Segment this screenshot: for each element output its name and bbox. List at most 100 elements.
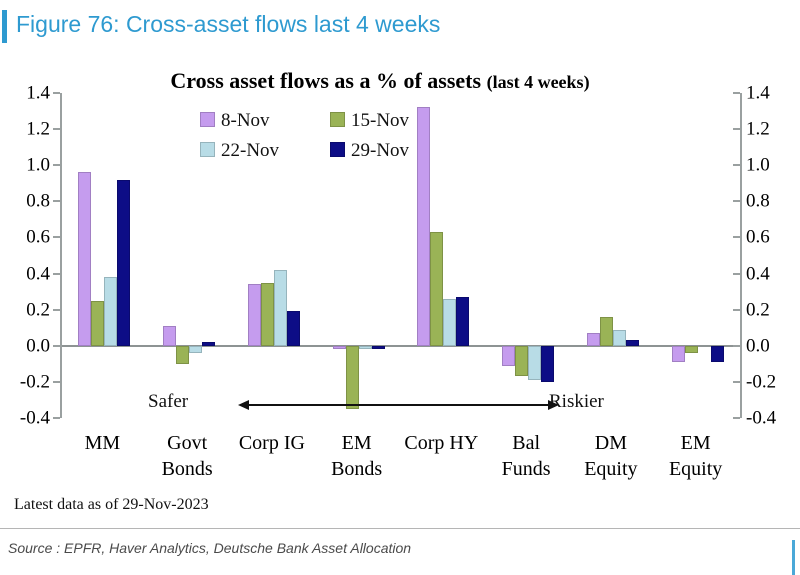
bar-22-Nov-Corp-HY	[443, 298, 457, 346]
page-edge-mark	[792, 540, 795, 575]
chart-title-main: Cross asset flows as a % of assets	[170, 68, 482, 93]
y-axis-label-right: 0.8	[746, 190, 770, 212]
y-axis-label-left: 0.6	[26, 226, 50, 248]
y-axis-label-right: 0.2	[746, 299, 770, 321]
bar-chart: Cross asset flows as a % of assets (last…	[0, 60, 800, 525]
legend-swatch-icon	[200, 142, 215, 157]
y-axis-label-left: 0.4	[26, 263, 50, 285]
y-axis-label-right: 0.0	[746, 335, 770, 357]
bar-15-Nov-Govt-Bonds	[176, 345, 190, 364]
source-attribution: Source : EPFR, Haver Analytics, Deutsche…	[8, 540, 412, 556]
zero-axis-line	[62, 344, 740, 347]
y-tick-right	[733, 380, 740, 383]
safer-annotation: Safer	[148, 391, 189, 412]
bar-22-Nov-DM-Equity	[612, 329, 626, 346]
y-tick-right	[733, 200, 740, 203]
bar-8-Nov-Corp-HY	[417, 107, 431, 346]
bar-29-Nov-EM-Bonds	[371, 345, 385, 350]
y-tick-right	[733, 272, 740, 275]
bar-29-Nov-MM	[117, 179, 131, 346]
y-tick-left	[53, 164, 60, 167]
bar-29-Nov-Corp-IG	[286, 311, 300, 346]
y-tick-right	[733, 164, 740, 167]
y-axis-label-left: 1.0	[26, 154, 50, 176]
y-axis-label-left: 1.4	[26, 82, 50, 104]
bar-15-Nov-DM-Equity	[599, 316, 613, 346]
bar-8-Nov-EM-Equity	[671, 345, 685, 363]
y-axis-label-right: 0.4	[746, 263, 770, 285]
y-axis-label-left: -0.2	[19, 371, 50, 393]
legend-label: 15-Nov	[351, 110, 410, 131]
category-label-MM: MM	[84, 432, 121, 454]
y-axis-label-right: 0.6	[746, 226, 770, 248]
bar-22-Nov-Bal-Funds	[528, 345, 542, 381]
bar-15-Nov-Corp-HY	[430, 232, 444, 346]
divider-line	[0, 528, 800, 529]
y-axis-label-right: 1.2	[746, 118, 770, 140]
y-tick-left	[53, 236, 60, 239]
arrow-left-head-icon	[238, 399, 249, 410]
safer-riskier-arrow	[246, 404, 550, 406]
y-tick-left	[53, 272, 60, 275]
chart-title: Cross asset flows as a % of assets (last…	[0, 68, 760, 94]
category-label-Bal-Funds: Bal Funds	[501, 432, 551, 480]
y-tick-right	[733, 92, 740, 94]
bar-15-Nov-EM-Bonds	[345, 345, 359, 409]
chart-title-suffix: (last 4 weeks)	[486, 72, 590, 92]
y-axis-label-left: -0.4	[19, 407, 50, 429]
bar-15-Nov-Bal-Funds	[515, 345, 529, 377]
bar-22-Nov-MM	[104, 277, 118, 346]
bar-29-Nov-Corp-HY	[456, 297, 470, 346]
bar-22-Nov-Corp-IG	[273, 269, 287, 346]
category-label-EM-Bonds: EM Bonds	[331, 432, 383, 480]
legend-swatch-icon	[200, 112, 215, 127]
y-tick-right	[733, 344, 740, 347]
y-axis-label-left: 0.2	[26, 299, 50, 321]
bar-22-Nov-EM-Bonds	[358, 345, 372, 350]
bar-29-Nov-DM-Equity	[625, 340, 639, 346]
category-label-Corp-IG: Corp IG	[238, 432, 305, 454]
latest-data-note: Latest data as of 29-Nov-2023	[14, 496, 209, 513]
y-axis-label-right: 1.4	[746, 82, 770, 104]
bar-29-Nov-Bal-Funds	[541, 345, 555, 382]
y-tick-left	[53, 417, 60, 419]
bar-15-Nov-MM	[91, 300, 105, 346]
y-tick-right	[733, 308, 740, 311]
bar-8-Nov-MM	[78, 172, 92, 346]
bar-15-Nov-EM-Equity	[684, 345, 698, 353]
category-label-DM-Equity: DM Equity	[584, 432, 638, 480]
figure-header: Figure 76: Cross-asset flows last 4 week…	[0, 8, 800, 48]
legend-label: 8-Nov	[221, 110, 270, 131]
bar-22-Nov-Govt-Bonds	[189, 345, 203, 353]
y-axis-label-right: -0.2	[746, 371, 777, 393]
y-axis-label-left: 1.2	[26, 118, 50, 140]
legend-swatch-icon	[330, 112, 345, 127]
y-tick-left	[53, 128, 60, 131]
category-label-Corp-HY: Corp HY	[404, 432, 479, 454]
arrow-right-head-icon	[548, 399, 559, 410]
bar-8-Nov-Corp-IG	[247, 284, 261, 346]
accent-bar	[2, 10, 7, 43]
y-tick-left	[53, 344, 60, 347]
category-label-Govt-Bonds: Govt Bonds	[161, 432, 213, 480]
bar-8-Nov-EM-Bonds	[332, 345, 346, 350]
figure-title: Figure 76: Cross-asset flows last 4 week…	[16, 11, 441, 37]
y-tick-right	[733, 417, 740, 419]
legend-label: 29-Nov	[351, 140, 410, 161]
y-tick-left	[53, 92, 60, 94]
y-tick-left	[53, 200, 60, 203]
legend-label: 22-Nov	[221, 140, 280, 161]
y-tick-right	[733, 128, 740, 131]
y-axis-label-left: 0.0	[26, 335, 50, 357]
plot-area	[53, 92, 742, 419]
y-tick-right	[733, 236, 740, 239]
bar-8-Nov-Bal-Funds	[502, 345, 516, 366]
y-tick-left	[53, 308, 60, 311]
y-axis-label-right: 1.0	[746, 154, 770, 176]
y-tick-left	[53, 380, 60, 383]
bar-8-Nov-Govt-Bonds	[163, 325, 177, 346]
riskier-annotation: Riskier	[549, 391, 604, 412]
bar-29-Nov-EM-Equity	[710, 345, 724, 363]
y-axis-label-right: -0.4	[746, 407, 777, 429]
